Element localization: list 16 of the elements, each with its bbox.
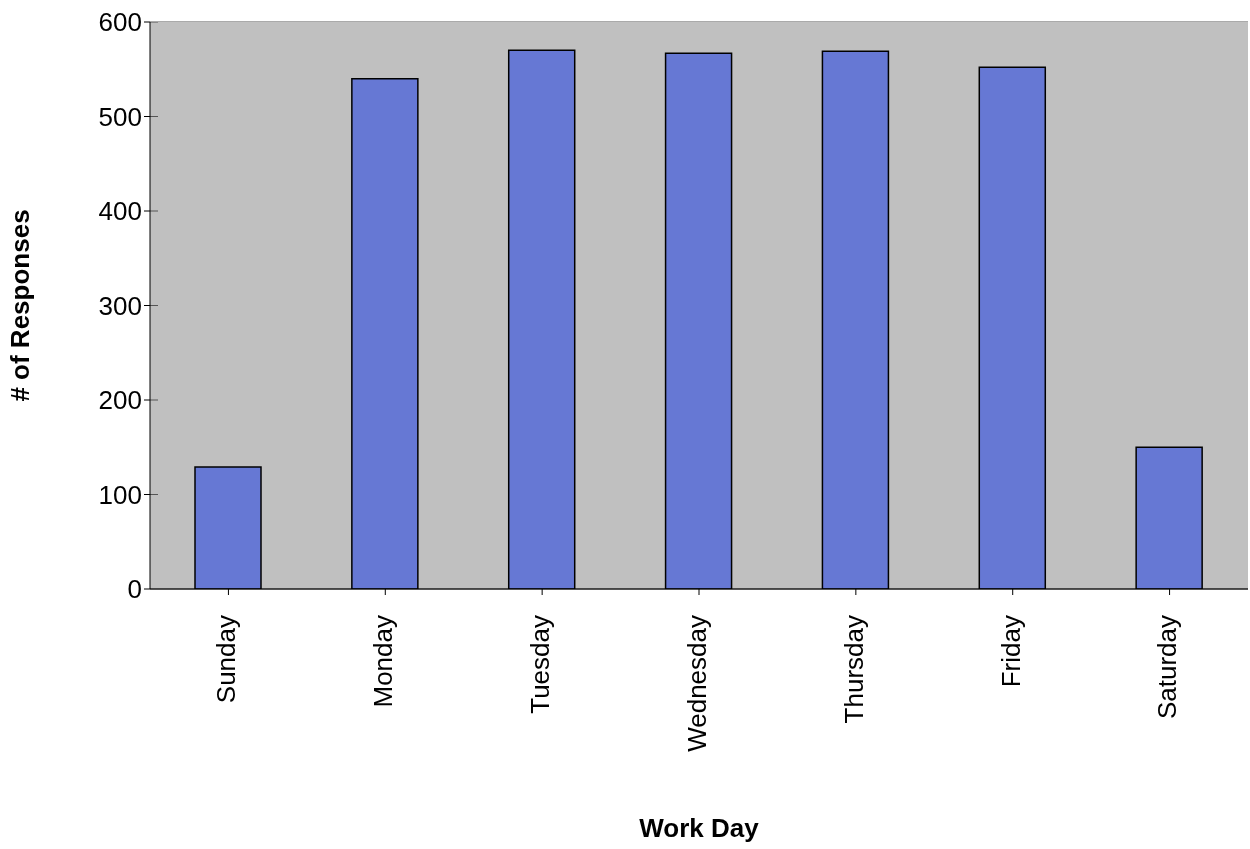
x-tick-label: Wednesday (681, 615, 712, 752)
y-tick-label: 0 (127, 574, 142, 605)
y-axis-title: # of Responses (5, 209, 36, 402)
y-tick-label: 600 (98, 7, 142, 38)
x-tick-label: Saturday (1152, 615, 1183, 720)
x-tick-label: Friday (995, 615, 1026, 688)
x-axis-title: Work Day (639, 813, 760, 843)
x-tick-label: Tuesday (525, 615, 556, 714)
y-tick-label: 100 (98, 479, 142, 510)
y-tick-label: 200 (98, 385, 142, 416)
x-tick-label: Sunday (211, 615, 242, 704)
y-tick-label: 500 (98, 101, 142, 132)
y-tick-label: 400 (98, 196, 142, 227)
y-tick-label: 300 (98, 290, 142, 321)
x-tick-label: Monday (368, 615, 399, 708)
x-tick-label: Thursday (838, 615, 869, 724)
